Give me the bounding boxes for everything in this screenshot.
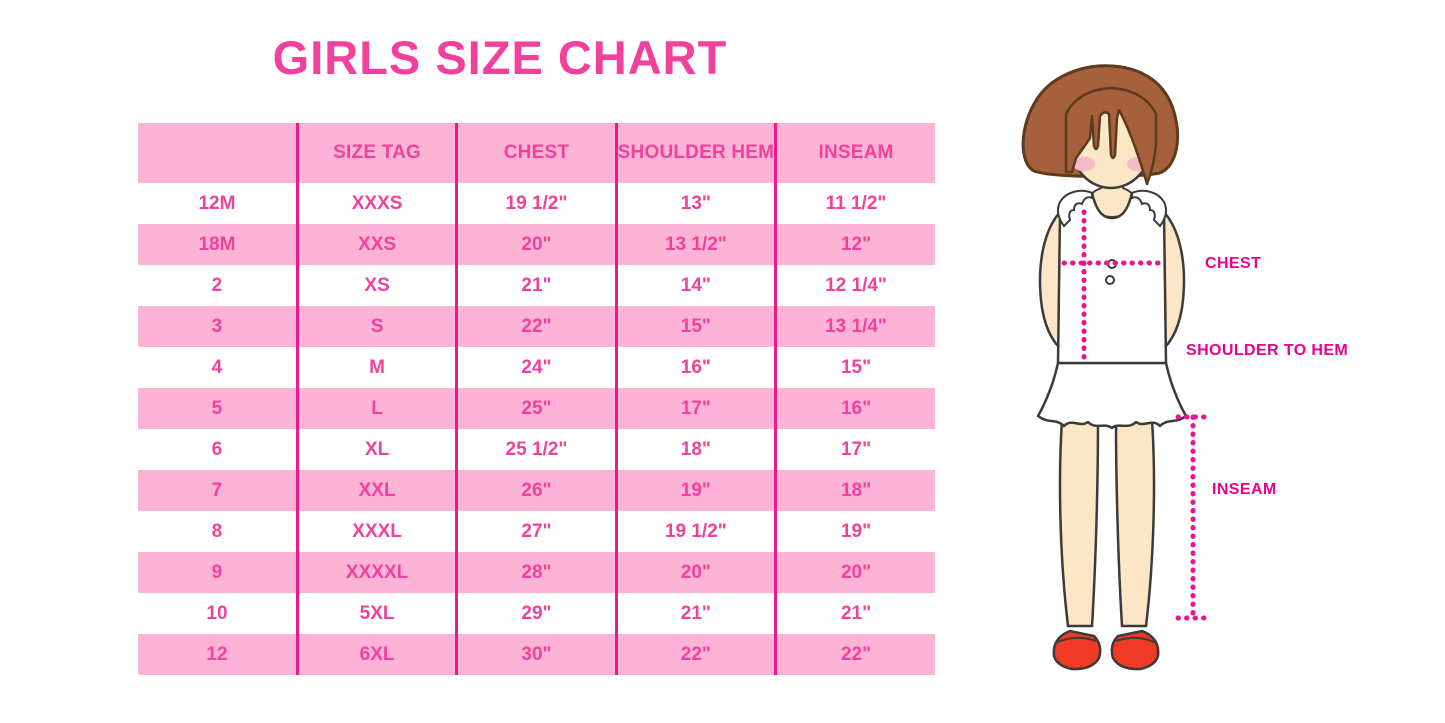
cell-inseam: 12" <box>774 224 935 265</box>
header-row: SIZE TAG CHEST SHOULDER HEM INSEAM <box>138 123 935 183</box>
cell-size-tag: XXXS <box>295 183 457 224</box>
cell-shoulder-hem: 13" <box>614 183 776 224</box>
girl-bangs <box>1064 86 1158 186</box>
cell-chest: 20" <box>455 224 617 265</box>
cell-size: 18M <box>138 224 298 265</box>
column-header-size-tag: SIZE TAG <box>295 123 457 183</box>
cell-chest: 27" <box>455 511 617 552</box>
column-header-chest: CHEST <box>455 123 617 183</box>
girl-skirt <box>1036 361 1188 430</box>
column-header-size <box>138 123 298 183</box>
cell-inseam: 16" <box>774 388 935 429</box>
column-header-inseam: INSEAM <box>774 123 935 183</box>
cell-inseam: 17" <box>774 429 935 470</box>
cell-shoulder-hem: 19" <box>614 470 776 511</box>
cell-size-tag: XL <box>295 429 457 470</box>
cell-size-tag: M <box>295 347 457 388</box>
cell-chest: 30" <box>455 634 617 675</box>
table-row: 2 XS 21" 14" 12 1/4" <box>138 265 935 306</box>
cell-size: 12 <box>138 634 298 675</box>
cell-inseam: 11 1/2" <box>774 183 935 224</box>
cell-size-tag: 5XL <box>295 593 457 634</box>
chest-label: CHEST <box>1205 255 1262 272</box>
cell-shoulder-hem: 20" <box>614 552 776 593</box>
girl-ruffle-right <box>1131 189 1168 228</box>
cell-shoulder-hem: 13 1/2" <box>614 224 776 265</box>
girl-top-button-2 <box>1105 275 1115 285</box>
cell-inseam: 22" <box>774 634 935 675</box>
cell-size: 2 <box>211 274 223 296</box>
girl-figure-illustration <box>1021 64 1211 671</box>
cell-chest: 25" <box>455 388 617 429</box>
cell-size: 3 <box>138 306 298 347</box>
cell-size: 12M <box>198 192 236 214</box>
cell-shoulder-hem: 19 1/2" <box>614 511 776 552</box>
girl-shoe-left <box>1052 629 1102 671</box>
girl-shoe-strap-left <box>1057 636 1097 643</box>
cell-chest: 19 1/2" <box>455 183 617 224</box>
table-row: 6 XL 25 1/2" 18" 17" <box>138 429 935 470</box>
cell-chest: 28" <box>455 552 617 593</box>
cell-size-tag: 6XL <box>295 634 457 675</box>
column-header-shoulder-hem: SHOULDER HEM <box>614 123 776 183</box>
cell-inseam: 19" <box>774 511 935 552</box>
page-title: GIRLS SIZE CHART <box>272 31 728 84</box>
table-row: 9 XXXXL 28" 20" 20" <box>138 552 935 593</box>
cell-chest: 25 1/2" <box>455 429 617 470</box>
girl-shoe-strap-right <box>1115 636 1155 643</box>
measurement-figure: CHEST SHOULDER TO HEM INSEAM <box>1000 60 1445 700</box>
cell-inseam: 18" <box>774 470 935 511</box>
cell-size-tag: XXXL <box>295 511 457 552</box>
cell-size-tag: XXS <box>295 224 457 265</box>
table-row: 12M XXXS 19 1/2" 13" 11 1/2" <box>138 183 935 224</box>
cell-shoulder-hem: 18" <box>614 429 776 470</box>
cell-chest: 22" <box>455 306 617 347</box>
table-row: 10 5XL 29" 21" 21" <box>138 593 935 634</box>
cell-size-tag: S <box>295 306 457 347</box>
cell-shoulder-hem: 21" <box>614 593 776 634</box>
table-row: 3 S 22" 15" 13 1/4" <box>138 306 935 347</box>
table-row: 7 XXL 26" 19" 18" <box>138 470 935 511</box>
cell-size: 10 <box>206 602 228 624</box>
cell-inseam: 21" <box>774 593 935 634</box>
cell-size: 5 <box>138 388 298 429</box>
table-row: 12 6XL 30" 22" 22" <box>138 634 935 675</box>
cell-shoulder-hem: 15" <box>614 306 776 347</box>
cell-shoulder-hem: 17" <box>614 388 776 429</box>
girl-leg-left <box>1058 418 1100 628</box>
cell-size-tag: XS <box>295 265 457 306</box>
cell-inseam: 12 1/4" <box>774 265 935 306</box>
girl-ruffle-left <box>1056 189 1093 228</box>
cell-chest: 26" <box>455 470 617 511</box>
cell-size: 7 <box>138 470 298 511</box>
table-row: 4 M 24" 16" 15" <box>138 347 935 388</box>
cell-size-tag: XXXXL <box>295 552 457 593</box>
girl-blush-left <box>1073 156 1095 172</box>
cell-inseam: 15" <box>774 347 935 388</box>
table-row: 18M XXS 20" 13 1/2" 12" <box>138 224 935 265</box>
cell-chest: 21" <box>455 265 617 306</box>
table-row: 5 L 25" 17" 16" <box>138 388 935 429</box>
girl-leg-right <box>1114 418 1156 628</box>
cell-chest: 24" <box>455 347 617 388</box>
cell-size: 9 <box>138 552 298 593</box>
shoulder-to-hem-label: SHOULDER TO HEM <box>1186 342 1349 359</box>
cell-shoulder-hem: 16" <box>614 347 776 388</box>
cell-size-tag: L <box>295 388 457 429</box>
cell-inseam: 20" <box>774 552 935 593</box>
cell-chest: 29" <box>455 593 617 634</box>
girl-shoe-right <box>1110 629 1160 671</box>
cell-size: 6 <box>211 438 223 460</box>
cell-size: 8 <box>211 520 223 542</box>
cell-shoulder-hem: 14" <box>614 265 776 306</box>
cell-inseam: 13 1/4" <box>774 306 935 347</box>
cell-shoulder-hem: 22" <box>614 634 776 675</box>
table-row: 8 XXXL 27" 19 1/2" 19" <box>138 511 935 552</box>
cell-size-tag: XXL <box>295 470 457 511</box>
size-chart-table: SIZE TAG CHEST SHOULDER HEM INSEAM 12M XX… <box>138 123 935 675</box>
cell-size: 4 <box>211 356 223 378</box>
inseam-label: INSEAM <box>1212 481 1277 498</box>
